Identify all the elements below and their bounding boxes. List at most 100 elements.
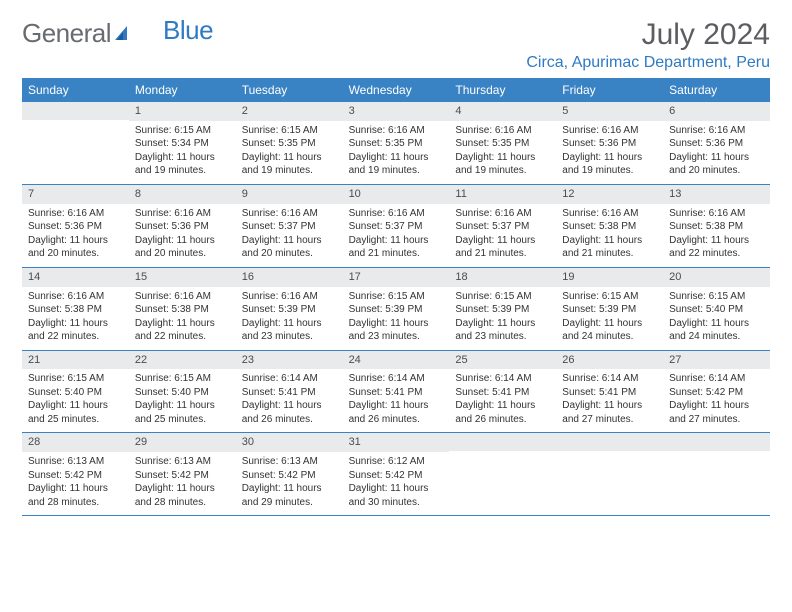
calendar-cell: 3Sunrise: 6:16 AMSunset: 5:35 PMDaylight…	[343, 102, 450, 184]
day-number: 30	[236, 433, 343, 452]
sunset-line: Sunset: 5:41 PM	[349, 386, 444, 400]
sunrise-line: Sunrise: 6:16 AM	[455, 207, 550, 221]
calendar-cell: 31 Sunrise: 6:12 AMSunset: 5:42 PMDayligh…	[343, 433, 450, 515]
sunset-line: Sunset: 5:38 PM	[28, 303, 123, 317]
calendar-cell: 27Sunrise: 6:14 AMSunset: 5:42 PMDayligh…	[663, 351, 770, 433]
sunset-line: Sunset: 5:38 PM	[669, 220, 764, 234]
title-block: July 2024 Circa, Apurimac Department, Pe…	[526, 18, 770, 72]
sunrise-line: Sunrise: 6:16 AM	[28, 207, 123, 221]
daylight-line: Daylight: 11 hours and 25 minutes.	[28, 399, 123, 426]
logo-part2: Blue	[163, 15, 213, 46]
cell-body: Sunrise: 6:15 AMSunset: 5:40 PMDaylight:…	[663, 287, 770, 350]
cell-body: Sunrise: 6:15 AMSunset: 5:35 PMDaylight:…	[236, 121, 343, 184]
sunrise-line: Sunrise: 6:15 AM	[242, 124, 337, 138]
calendar-cell	[556, 433, 663, 515]
sunset-line: Sunset: 5:39 PM	[349, 303, 444, 317]
day-number: 13	[663, 185, 770, 204]
sunrise-line: Sunrise: 6:15 AM	[135, 372, 230, 386]
daylight-line: Daylight: 11 hours and 29 minutes.	[242, 482, 337, 509]
sunset-line: Sunset: 5:41 PM	[562, 386, 657, 400]
sunrise-line: Sunrise: 6:16 AM	[349, 207, 444, 221]
calendar-cell: 13Sunrise: 6:16 AMSunset: 5:38 PMDayligh…	[663, 185, 770, 267]
day-number: 28	[22, 433, 129, 452]
sunset-line: Sunset: 5:39 PM	[455, 303, 550, 317]
daylight-line: Daylight: 11 hours and 20 minutes.	[28, 234, 123, 261]
day-number: 15	[129, 268, 236, 287]
daylight-line: Daylight: 11 hours and 19 minutes.	[135, 151, 230, 178]
day-number	[556, 433, 663, 451]
sunset-line: Sunset: 5:40 PM	[28, 386, 123, 400]
sunrise-line: Sunrise: 6:14 AM	[669, 372, 764, 386]
cell-body	[449, 451, 556, 509]
daylight-line: Daylight: 11 hours and 19 minutes.	[455, 151, 550, 178]
day-number: 4	[449, 102, 556, 121]
calendar-cell: 10Sunrise: 6:16 AMSunset: 5:37 PMDayligh…	[343, 185, 450, 267]
cell-body: Sunrise: 6:14 AMSunset: 5:41 PMDaylight:…	[343, 369, 450, 432]
calendar-cell: 8Sunrise: 6:16 AMSunset: 5:36 PMDaylight…	[129, 185, 236, 267]
cell-body: Sunrise: 6:15 AMSunset: 5:40 PMDaylight:…	[129, 369, 236, 432]
calendar-cell: 6Sunrise: 6:16 AMSunset: 5:36 PMDaylight…	[663, 102, 770, 184]
calendar-cell: 28Sunrise: 6:13 AMSunset: 5:42 PMDayligh…	[22, 433, 129, 515]
calendar-cell: 24Sunrise: 6:14 AMSunset: 5:41 PMDayligh…	[343, 351, 450, 433]
sunrise-line: Sunrise: 6:14 AM	[242, 372, 337, 386]
calendar-cell: 20Sunrise: 6:15 AMSunset: 5:40 PMDayligh…	[663, 268, 770, 350]
daylight-line: Daylight: 11 hours and 20 minutes.	[135, 234, 230, 261]
cell-body: Sunrise: 6:16 AMSunset: 5:35 PMDaylight:…	[343, 121, 450, 184]
cell-body: Sunrise: 6:16 AMSunset: 5:38 PMDaylight:…	[22, 287, 129, 350]
day-number: 23	[236, 351, 343, 370]
cell-body: Sunrise: 6:16 AMSunset: 5:39 PMDaylight:…	[236, 287, 343, 350]
day-number: 17	[343, 268, 450, 287]
calendar-cell: 9Sunrise: 6:16 AMSunset: 5:37 PMDaylight…	[236, 185, 343, 267]
day-number: 11	[449, 185, 556, 204]
daylight-line: Daylight: 11 hours and 30 minutes.	[349, 482, 444, 509]
calendar-cell: 26Sunrise: 6:14 AMSunset: 5:41 PMDayligh…	[556, 351, 663, 433]
daylight-line: Daylight: 11 hours and 27 minutes.	[669, 399, 764, 426]
daylight-line: Daylight: 11 hours and 21 minutes.	[349, 234, 444, 261]
logo-sail-icon	[113, 24, 133, 44]
cell-body: Sunrise: 6:15 AMSunset: 5:39 PMDaylight:…	[556, 287, 663, 350]
cell-body: Sunrise: 6:15 AMSunset: 5:39 PMDaylight:…	[343, 287, 450, 350]
cell-body: Sunrise: 6:14 AMSunset: 5:41 PMDaylight:…	[556, 369, 663, 432]
sunrise-line: Sunrise: 6:15 AM	[562, 290, 657, 304]
cell-body	[556, 451, 663, 509]
cell-body: Sunrise: 6:15 AMSunset: 5:40 PMDaylight:…	[22, 369, 129, 432]
daylight-line: Daylight: 11 hours and 23 minutes.	[242, 317, 337, 344]
sunset-line: Sunset: 5:36 PM	[669, 137, 764, 151]
calendar-cell: 7Sunrise: 6:16 AMSunset: 5:36 PMDaylight…	[22, 185, 129, 267]
sunrise-line: Sunrise: 6:14 AM	[349, 372, 444, 386]
day-number: 9	[236, 185, 343, 204]
day-headers-row: SundayMondayTuesdayWednesdayThursdayFrid…	[22, 78, 770, 102]
sunrise-line: Sunrise: 6:15 AM	[455, 290, 550, 304]
sunrise-line: Sunrise: 6:12 AM	[349, 455, 444, 469]
week-row: 21Sunrise: 6:15 AMSunset: 5:40 PMDayligh…	[22, 351, 770, 434]
sunrise-line: Sunrise: 6:13 AM	[242, 455, 337, 469]
week-row: 1Sunrise: 6:15 AMSunset: 5:34 PMDaylight…	[22, 102, 770, 185]
sunset-line: Sunset: 5:42 PM	[349, 469, 444, 483]
calendar-cell: 4Sunrise: 6:16 AMSunset: 5:35 PMDaylight…	[449, 102, 556, 184]
calendar-cell: 21Sunrise: 6:15 AMSunset: 5:40 PMDayligh…	[22, 351, 129, 433]
cell-body: Sunrise: 6:16 AMSunset: 5:35 PMDaylight:…	[449, 121, 556, 184]
day-number: 25	[449, 351, 556, 370]
day-number	[663, 433, 770, 451]
day-number: 31	[343, 433, 450, 452]
daylight-line: Daylight: 11 hours and 24 minutes.	[562, 317, 657, 344]
sunset-line: Sunset: 5:36 PM	[562, 137, 657, 151]
calendar-cell: 25Sunrise: 6:14 AMSunset: 5:41 PMDayligh…	[449, 351, 556, 433]
calendar-cell: 15Sunrise: 6:16 AMSunset: 5:38 PMDayligh…	[129, 268, 236, 350]
daylight-line: Daylight: 11 hours and 26 minutes.	[455, 399, 550, 426]
sunrise-line: Sunrise: 6:13 AM	[28, 455, 123, 469]
day-number: 26	[556, 351, 663, 370]
sunset-line: Sunset: 5:36 PM	[28, 220, 123, 234]
daylight-line: Daylight: 11 hours and 26 minutes.	[349, 399, 444, 426]
sunrise-line: Sunrise: 6:15 AM	[28, 372, 123, 386]
day-header: Saturday	[663, 78, 770, 102]
cell-body	[663, 451, 770, 509]
day-number: 5	[556, 102, 663, 121]
sunrise-line: Sunrise: 6:16 AM	[455, 124, 550, 138]
day-number: 16	[236, 268, 343, 287]
calendar-cell	[663, 433, 770, 515]
cell-body: Sunrise: 6:14 AMSunset: 5:42 PMDaylight:…	[663, 369, 770, 432]
day-number: 18	[449, 268, 556, 287]
month-title: July 2024	[526, 18, 770, 52]
cell-body: Sunrise: 6:16 AMSunset: 5:38 PMDaylight:…	[129, 287, 236, 350]
